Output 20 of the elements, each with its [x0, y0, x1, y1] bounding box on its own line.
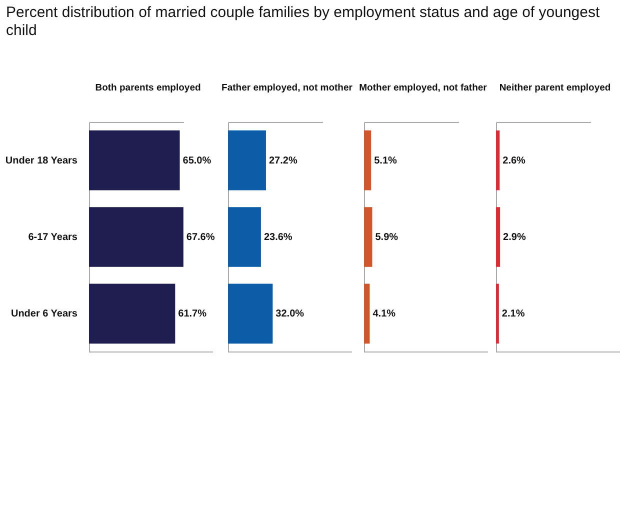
data-label: 67.6% — [186, 232, 215, 243]
chart-subtitle: Both parents employed — [95, 82, 201, 94]
y-tick-label: 6-17 Years — [28, 232, 78, 243]
data-label: 2.1% — [502, 308, 525, 320]
data-label: 61.7% — [178, 308, 207, 320]
text: Mother employed, not father — [359, 82, 488, 94]
data-label: 27.2% — [268, 155, 298, 166]
data-label: 65.0% — [182, 155, 212, 166]
data-label: 5.1% — [374, 155, 398, 166]
text: Percent distribution of married couple families by employment status and age of youngest child — [5, 3, 601, 40]
chart-subtitle: Father employed, not mother — [222, 82, 353, 94]
data-label: 2.9% — [503, 232, 526, 243]
y-tick-label: Under 18 Years — [5, 155, 78, 166]
data-label: 32.0% — [276, 308, 304, 320]
data-label: 5.9% — [375, 232, 398, 243]
data-label: 4.1% — [372, 308, 396, 320]
y-tick-label: Under 6 Years — [10, 308, 78, 320]
text: Neither parent employed — [499, 82, 611, 94]
data-label: 23.6% — [264, 232, 292, 243]
data-label: 2.6% — [502, 155, 526, 166]
